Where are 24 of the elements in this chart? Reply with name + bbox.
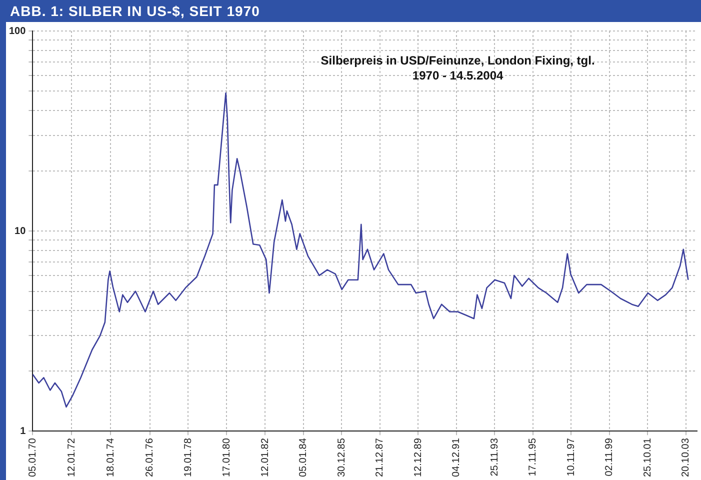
- x-tick-label: 12.12.89: [412, 438, 424, 478]
- annotation: 1970 - 14.5.2004: [412, 68, 504, 82]
- x-tick-label: 04.12.91: [451, 438, 462, 478]
- x-tick-label: 21.12.87: [374, 438, 386, 478]
- annotation: Silberpreis in USD/Feinunze, London Fixing, tgl.: [320, 53, 595, 68]
- x-tick-label: 30.12.85: [336, 438, 348, 478]
- x-tick-label: 02.11.99: [604, 438, 616, 476]
- x-tick-label: 12.01.82: [260, 438, 271, 478]
- x-tick-label: 17.01.80: [221, 438, 232, 478]
- y-tick-label: 1: [20, 426, 26, 437]
- y-tick-label: 10: [14, 226, 26, 237]
- x-tick-label: 26.01.76: [144, 438, 156, 478]
- x-tick-label: 05.01.70: [27, 438, 38, 478]
- x-tick-label: 25.11.93: [489, 438, 500, 476]
- x-tick-label: 05.01.84: [298, 438, 310, 478]
- x-tick-label: 17.11.95: [528, 438, 539, 476]
- x-tick-label: 19.01.78: [182, 438, 194, 478]
- x-tick-label: 10.11.97: [566, 438, 577, 476]
- x-tick-label: 18.01.74: [105, 438, 116, 478]
- x-tick-label: 20.10.03: [680, 438, 692, 478]
- chart-title: ABB. 1: SILBER IN US-$, SEIT 1970: [9, 2, 261, 21]
- x-tick-label: 25.10.01: [642, 438, 654, 478]
- x-tick-label: 12.01.72: [66, 438, 78, 478]
- y-tick-label: 100: [8, 26, 26, 37]
